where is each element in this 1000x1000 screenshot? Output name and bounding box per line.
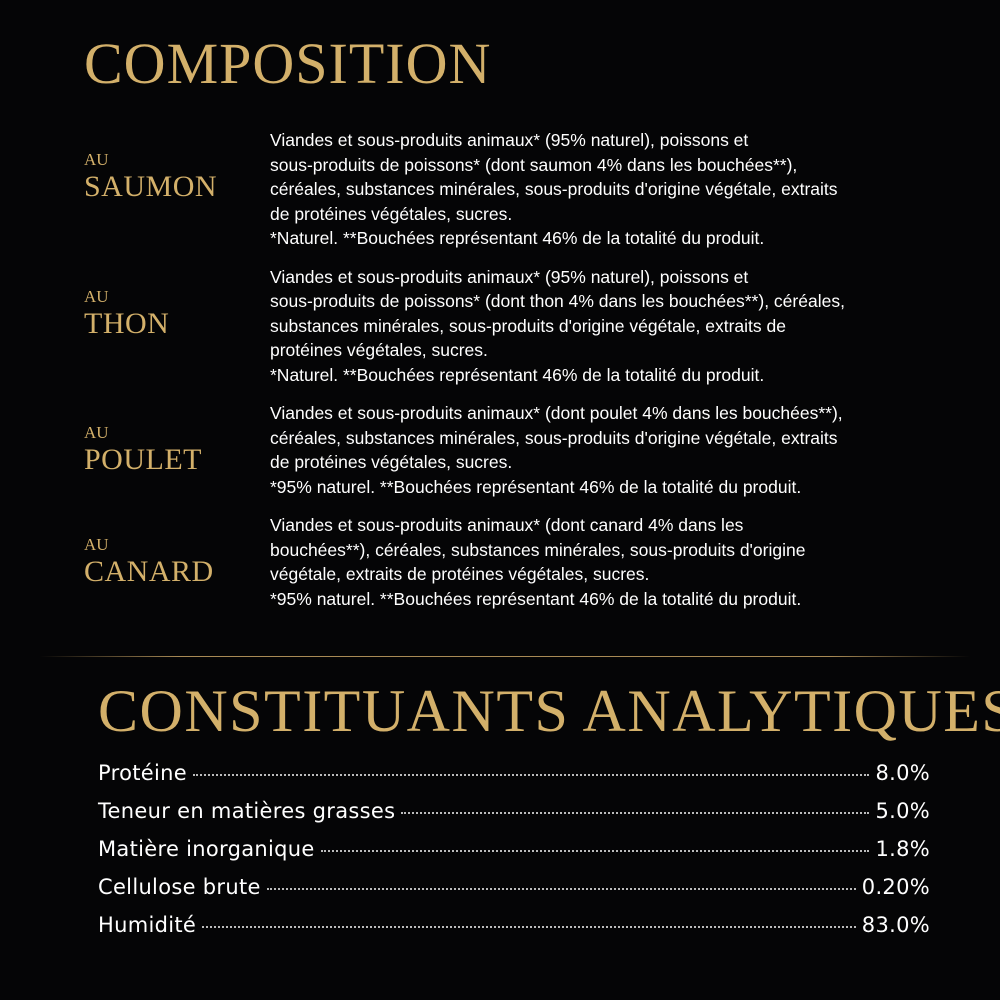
composition-line: *Naturel. **Bouchées représentant 46% de…	[270, 228, 765, 248]
composition-line: céréales, substances minérales, sous-pro…	[270, 427, 838, 448]
composition-line: Viandes et sous-produits animaux* (95% n…	[270, 266, 749, 287]
flavour-name: CANARD	[84, 555, 214, 588]
analytic-row: Teneur en matières grasses 5.0%	[98, 798, 930, 836]
composition-line: *Naturel. **Bouchées représentant 46% de…	[270, 364, 765, 385]
composition-line: céréales, substances minérales, sous-pro…	[270, 179, 838, 199]
flavour-name: THON	[84, 306, 170, 340]
analytic-label: Matière inorganique	[98, 837, 315, 861]
composition-item: AU THON Viandes et sous-produits animaux* …	[84, 265, 994, 388]
composition-line: *95% naturel. **Bouchées représentant 46…	[270, 588, 802, 609]
analytic-value: 0.20%	[861, 875, 930, 899]
flavour-label: AU POULET	[84, 401, 270, 477]
analytic-row: Cellulose brute 0.20%	[98, 874, 930, 912]
flavour-prefix: AU	[84, 423, 109, 442]
flavour-label: AU CANARD	[84, 513, 270, 589]
analytic-label: Protéine	[98, 761, 187, 785]
composition-line: bouchées**), céréales, substances minéra…	[270, 539, 806, 560]
analytic-label: Humidité	[98, 913, 197, 937]
analytic-value: 8.0%	[875, 761, 930, 785]
flavour-prefix: AU	[84, 535, 109, 554]
composition-line: Viandes et sous-produits animaux* (95% n…	[270, 130, 749, 150]
composition-line: substances minérales, sous-produits d'or…	[270, 315, 786, 336]
composition-text: Viandes et sous-produits animaux* (95% n…	[270, 265, 994, 388]
analytic-row: Humidité 83.0%	[98, 912, 930, 950]
flavour-label: AU SAUMON	[84, 128, 270, 204]
composition-line: végétale, extraits de protéines végétale…	[270, 564, 650, 584]
dot-leader	[266, 888, 856, 890]
analytic-value: 83.0%	[861, 913, 930, 937]
composition-text: Viandes et sous-produits animaux* (dont …	[270, 513, 994, 611]
analytic-label: Cellulose brute	[98, 875, 261, 899]
composition-line: *95% naturel. **Bouchées représentant 46…	[270, 476, 802, 497]
composition-line: sous-produits de poissons* (dont saumon …	[270, 154, 798, 175]
dot-leader	[401, 812, 870, 814]
dot-leader	[192, 774, 870, 776]
analytics-title: CONSTITUANTS ANALYTIQUES	[98, 678, 1000, 744]
flavour-label: AU THON	[84, 265, 270, 341]
composition-line: de protéines végétales, sucres.	[270, 452, 513, 472]
analytic-row: Protéine 8.0%	[98, 760, 930, 798]
flavour-name: POULET	[84, 443, 202, 476]
analytic-value: 1.8%	[875, 837, 930, 861]
flavour-prefix: AU	[84, 286, 109, 306]
composition-text: Viandes et sous-produits animaux* (dont …	[270, 401, 994, 499]
composition-item: AU SAUMON Viandes et sous-produits animaux…	[84, 128, 994, 251]
composition-line: sous-produits de poissons* (dont thon 4%…	[270, 291, 845, 311]
composition-item: AU POULET Viandes et sous-produits animaux…	[84, 401, 994, 499]
flavour-prefix: AU	[84, 150, 109, 169]
composition-line: protéines végétales, sucres.	[270, 340, 488, 360]
dot-leader	[320, 850, 870, 852]
flavour-name: SAUMON	[84, 170, 218, 203]
composition-line: Viandes et sous-produits animaux* (dont …	[270, 403, 843, 423]
composition-title: COMPOSITION	[84, 31, 492, 96]
analytics-table: Protéine 8.0% Teneur en matières grasses 5.…	[98, 760, 930, 950]
composition-item: AU CANARD Viandes et sous-produits animaux…	[84, 513, 994, 611]
composition-text: Viandes et sous-produits animaux* (95% n…	[270, 128, 994, 251]
section-divider	[40, 656, 970, 657]
composition-line: Viandes et sous-produits animaux* (dont …	[270, 515, 744, 535]
analytic-label: Teneur en matières grasses	[98, 799, 396, 823]
analytic-value: 5.0%	[875, 799, 930, 823]
dot-leader	[202, 926, 856, 928]
composition-list: AU SAUMON Viandes et sous-produits animaux…	[84, 128, 994, 625]
analytic-row: Matière inorganique 1.8%	[98, 836, 930, 874]
composition-line: de protéines végétales, sucres.	[270, 203, 513, 224]
